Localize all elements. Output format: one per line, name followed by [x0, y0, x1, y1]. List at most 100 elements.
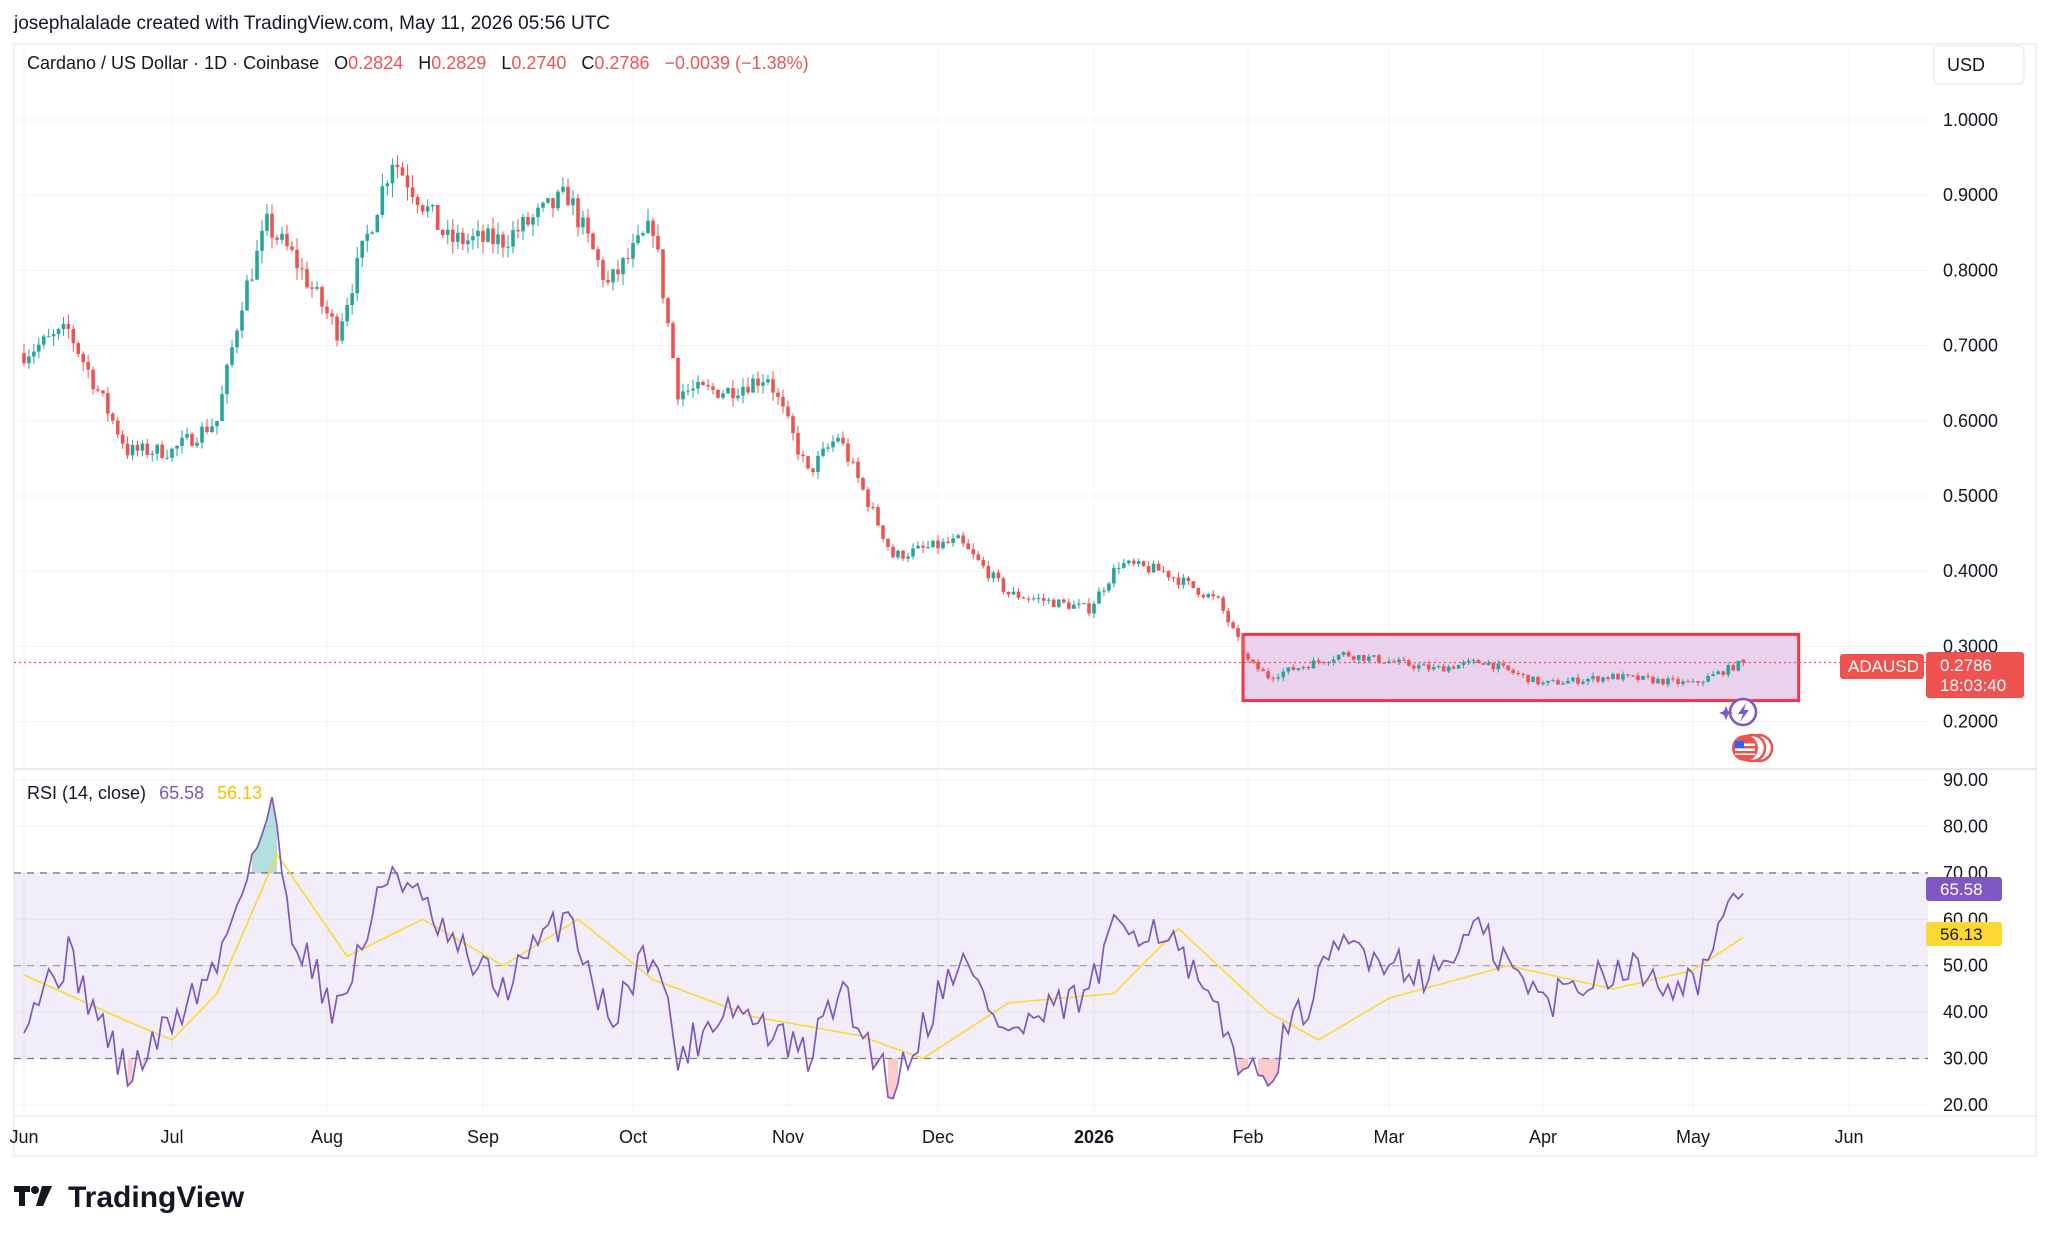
candle-body — [1421, 664, 1426, 666]
candle-body — [1636, 675, 1640, 680]
candle-body — [1176, 577, 1181, 585]
candle-body — [1196, 587, 1201, 595]
tradingview-logo[interactable]: TradingView — [14, 1181, 245, 1214]
candle-body — [135, 444, 140, 451]
candle-body — [1362, 655, 1366, 661]
price-tick-label: 0.5000 — [1943, 486, 1998, 506]
candle-body — [696, 381, 700, 389]
candle-body — [876, 507, 880, 526]
candle-body — [901, 550, 905, 559]
candle-body — [155, 444, 159, 454]
candle-body — [661, 249, 665, 299]
candle-body — [1496, 663, 1501, 670]
candle-body — [1122, 563, 1126, 568]
candle-body — [1446, 666, 1451, 672]
candle-body — [861, 478, 865, 490]
open-value: 0.2824 — [348, 53, 403, 73]
currency-button[interactable]: USD — [1933, 45, 2025, 85]
candle-body — [1166, 570, 1171, 578]
candle-body — [215, 420, 219, 427]
candle-body — [761, 382, 765, 386]
candle-body — [741, 386, 745, 396]
candle-body — [375, 214, 380, 233]
price-tick-label: 0.7000 — [1943, 336, 1998, 356]
candle-body — [1616, 673, 1620, 680]
candle-body — [721, 393, 725, 398]
candle-body — [976, 554, 981, 560]
candle-body — [456, 232, 460, 242]
candle-body — [476, 230, 480, 237]
candle-body — [916, 545, 920, 549]
change-value: −0.0039 (−1.38%) — [664, 53, 808, 73]
symbol-legend[interactable]: Cardano / US Dollar · 1D · Coinbase O0.2… — [27, 53, 809, 73]
close-value: 0.2786 — [594, 53, 649, 73]
candle-body — [415, 196, 420, 206]
price-tick-label: 0.8000 — [1943, 260, 1998, 280]
candle-body — [1191, 581, 1196, 588]
candle-body — [746, 386, 750, 393]
time-tick-label: Jun — [9, 1127, 38, 1147]
candle-body — [1077, 603, 1081, 605]
candle-body — [1461, 662, 1466, 665]
candle-body — [501, 234, 505, 248]
candle-body — [621, 258, 625, 275]
candle-body — [1186, 577, 1191, 582]
candle-body — [941, 541, 945, 549]
us-flag-event-icon[interactable] — [1732, 733, 1774, 763]
candle-body — [731, 388, 735, 399]
rsi-overbought-fill — [252, 797, 277, 873]
last-price-tag[interactable]: ADAUSD 0.2786 18:03:40 — [1840, 652, 2024, 698]
candle-body — [971, 549, 976, 555]
candle-body — [946, 541, 950, 543]
candle-body — [365, 233, 370, 241]
candle-body — [481, 230, 485, 242]
candle-body — [22, 353, 26, 364]
chart-frame — [13, 43, 2037, 1157]
time-tick-label: Nov — [772, 1127, 804, 1147]
candle-body — [310, 287, 314, 289]
svg-text:65.58: 65.58 — [1940, 880, 1983, 899]
consolidation-range-box[interactable] — [1241, 632, 1801, 703]
candle-body — [1441, 666, 1446, 672]
lightning-event-icon[interactable] — [1719, 697, 1758, 727]
candle-body — [1686, 681, 1690, 683]
candle-body — [961, 535, 965, 544]
candle-body — [616, 269, 620, 275]
time-axis[interactable]: Jun Jul Aug Sep Oct Nov Dec 2026 Feb Mar Apr May Jun — [9, 1127, 1863, 1147]
candle-body — [66, 324, 71, 329]
candle-body — [1626, 674, 1630, 676]
svg-text:RSI (14, close) 65.58: RSI (14, close) 65.58 56.13 — [27, 783, 262, 803]
candle-body — [736, 395, 740, 399]
candle-body — [1516, 672, 1520, 674]
candle-body — [461, 232, 465, 245]
candle-body — [821, 448, 825, 456]
candle-body — [210, 426, 214, 433]
candle-body — [32, 351, 36, 357]
candle-body — [1102, 590, 1106, 592]
candle-body — [390, 164, 395, 184]
price-tag-price: 0.2786 — [1940, 656, 1992, 675]
candle-body — [1286, 667, 1291, 672]
candle-body — [591, 233, 595, 250]
candle-body — [1041, 598, 1046, 601]
candle-body — [1036, 598, 1041, 600]
candle-body — [295, 249, 299, 269]
candle-body — [656, 235, 660, 250]
candle-body — [956, 535, 960, 539]
candle-body — [1107, 583, 1111, 591]
rsi-tick-label: 90.00 — [1943, 770, 1988, 790]
rsi-legend[interactable]: RSI (14, close) 65.58 56.13 — [27, 783, 262, 803]
candle-body — [601, 260, 605, 280]
candle-body — [531, 217, 535, 225]
candle-body — [551, 198, 555, 209]
candle-body — [275, 237, 279, 240]
candle-body — [921, 545, 925, 548]
time-tick-label: 2026 — [1074, 1127, 1114, 1147]
candle-body — [1476, 660, 1481, 664]
price-axis[interactable]: 1.0000 0.9000 0.8000 0.7000 0.6000 0.5000 0.40… — [1943, 110, 1998, 732]
candle-body — [270, 213, 274, 238]
candle-body — [521, 216, 525, 232]
